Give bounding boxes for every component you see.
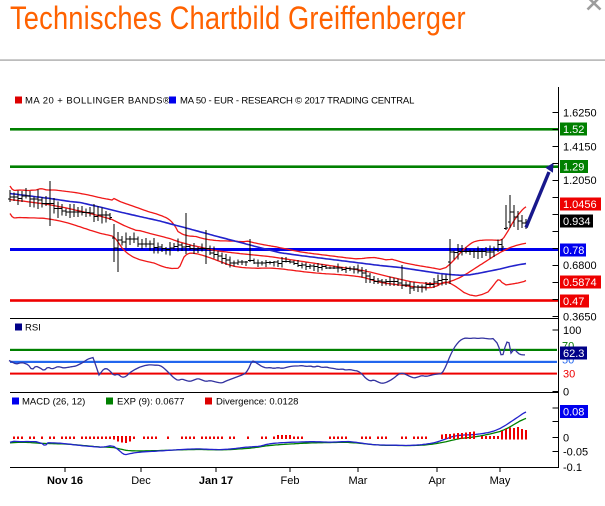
svg-text:30: 30 xyxy=(563,369,575,381)
svg-text:0.78: 0.78 xyxy=(563,245,584,257)
svg-text:Divergence: 0.0128: Divergence: 0.0128 xyxy=(216,397,298,408)
svg-text:-0.05: -0.05 xyxy=(563,447,588,459)
svg-text:1.6250: 1.6250 xyxy=(563,107,597,119)
svg-text:Nov 16: Nov 16 xyxy=(47,475,83,487)
svg-text:Apr: Apr xyxy=(428,475,445,487)
svg-text:RSI: RSI xyxy=(25,323,41,334)
svg-text:1.29: 1.29 xyxy=(563,162,584,174)
svg-text:1.0456: 1.0456 xyxy=(563,199,597,211)
svg-text:0.08: 0.08 xyxy=(563,407,584,419)
svg-text:MACD (26, 12): MACD (26, 12) xyxy=(22,397,85,408)
svg-text:Dec: Dec xyxy=(131,475,151,487)
svg-text:May: May xyxy=(490,475,511,487)
svg-text:Jan 17: Jan 17 xyxy=(199,475,233,487)
svg-text:Feb: Feb xyxy=(281,475,300,487)
svg-text:Mar: Mar xyxy=(349,475,368,487)
svg-text:MA 50 - EUR - RESEARCH © 2017: MA 50 - EUR - RESEARCH © 2017 TRADING CE… xyxy=(180,96,414,107)
svg-text:0.5874: 0.5874 xyxy=(563,277,597,289)
svg-text:0: 0 xyxy=(563,387,569,399)
svg-text:1.2050: 1.2050 xyxy=(563,175,597,187)
svg-text:1.52: 1.52 xyxy=(563,124,584,136)
svg-text:EXP (9): 0.0677: EXP (9): 0.0677 xyxy=(117,397,184,408)
svg-text:0.934: 0.934 xyxy=(563,216,591,228)
svg-text:0.3650: 0.3650 xyxy=(563,312,597,324)
svg-text:1.4150: 1.4150 xyxy=(563,141,597,153)
svg-text:MA 20 + BOLLINGER BANDS®: MA 20 + BOLLINGER BANDS® xyxy=(25,96,170,107)
svg-text:100: 100 xyxy=(563,325,581,337)
svg-text:0.47: 0.47 xyxy=(563,296,584,308)
svg-text:0.6800: 0.6800 xyxy=(563,260,597,272)
svg-text:0: 0 xyxy=(563,432,569,444)
svg-text:-0.1: -0.1 xyxy=(563,462,582,474)
svg-text:62.3: 62.3 xyxy=(563,348,584,360)
